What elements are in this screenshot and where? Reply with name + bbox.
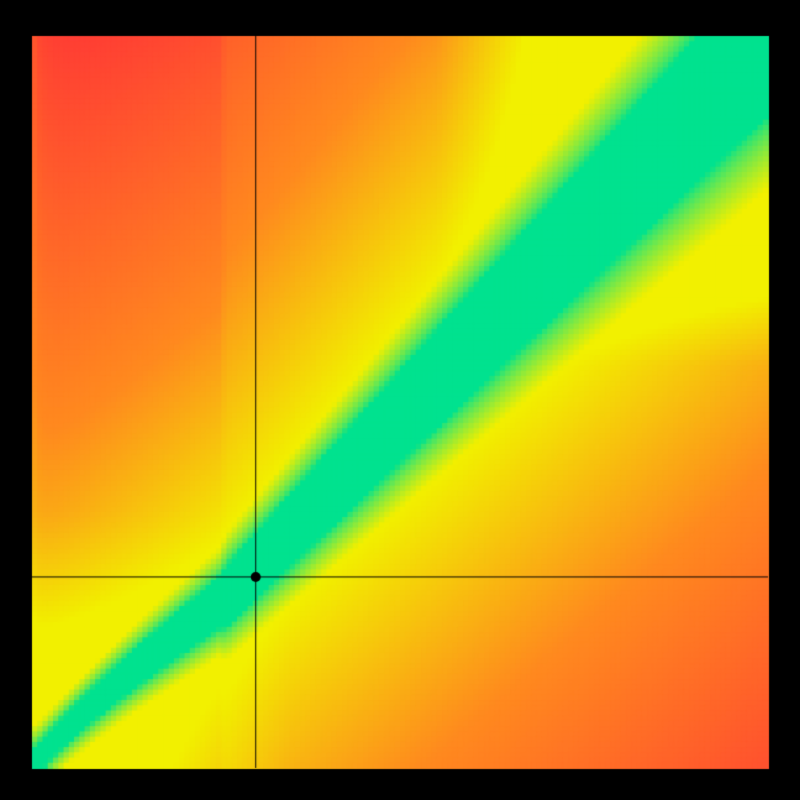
bottleneck-heatmap — [0, 0, 800, 800]
